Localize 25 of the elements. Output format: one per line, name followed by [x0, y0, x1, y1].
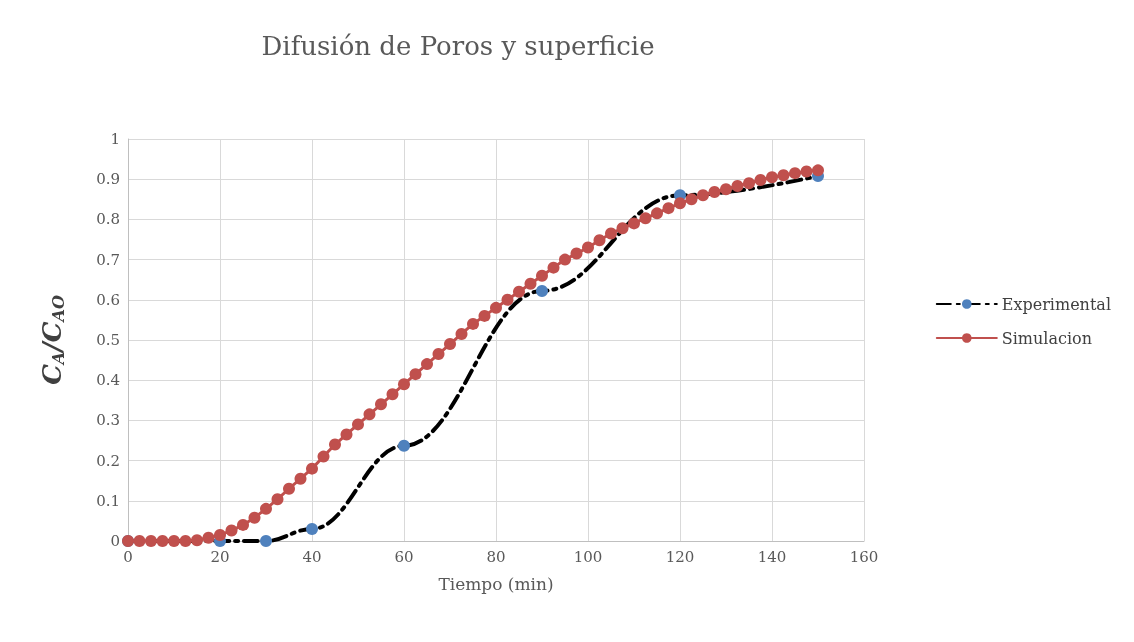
- y-tick-label: 0.8: [96, 210, 120, 229]
- y-tick-label: 0.7: [96, 250, 120, 269]
- x-tick-label: 80: [486, 547, 506, 566]
- legend-label: Simulacion: [1001, 328, 1093, 348]
- y-tick-label: 0.6: [96, 290, 120, 309]
- y-tick-label: 0: [110, 532, 120, 550]
- legend-label: Experimental: [1001, 294, 1112, 314]
- y-tick-label: 0.9: [96, 170, 120, 189]
- x-axis-title: Tiempo (min): [438, 573, 554, 594]
- x-tick-label: 100: [573, 547, 603, 566]
- y-tick-label: 0.2: [96, 451, 120, 470]
- x-tick-label: 20: [210, 547, 230, 566]
- y-tick-label: 0.1: [96, 491, 120, 510]
- x-tick-label: 40: [302, 547, 322, 566]
- y-tick-label: 0.3: [96, 411, 120, 430]
- x-tick-label: 160: [849, 547, 879, 566]
- x-tick-label: 0: [123, 547, 133, 566]
- x-tick-label: 60: [394, 547, 414, 566]
- y-tick-label: 0.5: [96, 331, 120, 349]
- y-tick-label: 1: [110, 130, 120, 148]
- chart-title: Difusión de Poros y superficie: [261, 31, 655, 61]
- x-tick-label: 120: [665, 547, 695, 566]
- x-tick-label: 140: [757, 547, 787, 566]
- y-axis-title: CA/CAO: [37, 295, 68, 385]
- y-tick-label: 0.4: [96, 371, 120, 390]
